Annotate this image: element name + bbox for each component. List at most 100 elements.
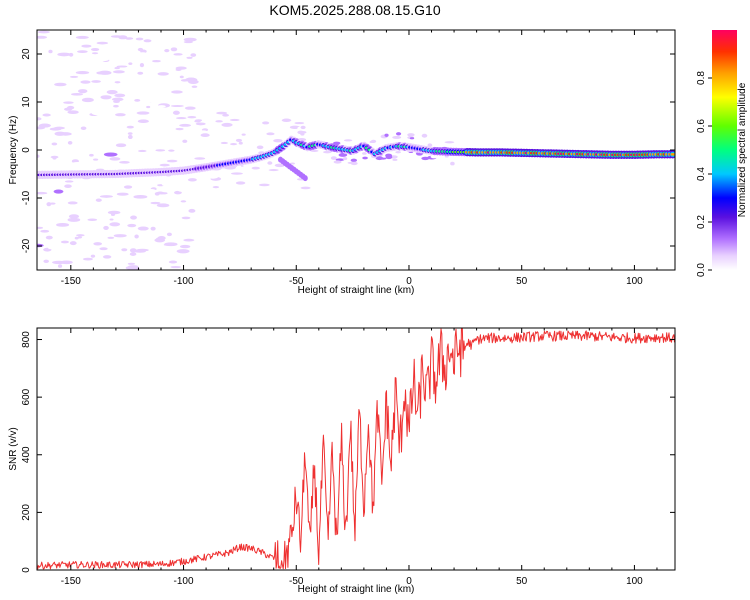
spectrogram-noise-cell (179, 244, 191, 249)
spectrogram-noise-cell (97, 67, 111, 70)
spectrogram-noise-cell (143, 39, 152, 43)
spectrogram-noise-cell (281, 118, 292, 123)
spectrogram-noise-cell (362, 156, 368, 160)
spectrogram-noise-cell (182, 139, 188, 143)
spectrogram-noise-cell (266, 132, 275, 136)
spectrogram-noise-cell (161, 183, 172, 186)
spectrogram-noise-cell (90, 254, 96, 258)
spectrogram-noise-cell (134, 250, 147, 253)
spectrogram-noise-cell (194, 120, 201, 123)
spectrogram-noise-cell (392, 135, 402, 139)
spectrogram-noise-cell (430, 155, 438, 159)
spectrogram-noise-cell (95, 198, 102, 202)
spectrogram-noise-cell (37, 191, 48, 195)
spectrogram-noise-cell (241, 133, 246, 136)
spectrogram-noise-cell (229, 143, 238, 146)
spectrogram-noise-cell (47, 246, 61, 250)
spectrogram-noise-cell (107, 236, 115, 239)
spectrogram-noise-cell (40, 229, 50, 233)
spectrogram-noise-cell (64, 34, 76, 39)
spectrogram-noise-cell (69, 75, 79, 78)
snr-y-tick-label: 0 (21, 567, 32, 573)
spectrogram-noise-cell (91, 111, 103, 116)
spectrogram-noise-cell (176, 249, 190, 254)
spectrogram-noise-cell (146, 105, 151, 109)
spectrogram-noise-cell (191, 85, 198, 88)
snr-y-tick-label: 600 (21, 388, 32, 405)
spectrogram-noise-cell (173, 53, 183, 56)
spectrogram-noise-cell (221, 122, 233, 127)
spectrogram-noise-cell (188, 208, 196, 213)
spectrogram-noise-cell (235, 181, 246, 185)
spectrogram-noise-cell (427, 143, 433, 147)
spectrogram-noise-cell (183, 40, 194, 44)
spectrogram-noise-cell (385, 155, 393, 160)
spectrogram-noise-cell (155, 140, 168, 143)
spectrogram-noise-cell (100, 95, 112, 100)
spectrogram-noise-cell (238, 141, 243, 145)
spectrogram-noise-cell (127, 262, 136, 265)
colorbar-tick-label: 0.2 (696, 215, 707, 229)
snr-y-axis: 0 200 400 600 800 (21, 331, 675, 573)
spectrogram-noise-cell (37, 226, 44, 229)
spectrogram-noise-cell (37, 117, 42, 121)
spectrogram-noise-cell (179, 123, 192, 127)
spectrogram-noise-cell (127, 134, 133, 140)
spectrogram-noise-cell (78, 89, 88, 94)
spectrogram-noise-cell (109, 157, 121, 161)
spectrogram-noise-cell (335, 158, 345, 161)
snr-frame (36, 327, 676, 571)
spectrogram-noise-cell (93, 158, 99, 161)
spectrogram-noise-cell (113, 234, 127, 238)
spectrogram-noise-cell (37, 35, 48, 39)
spectrogram-noise-cell (164, 242, 178, 247)
spectrogram-noise-cell (54, 131, 66, 136)
spectrogram-noise-cell (175, 68, 182, 72)
spectrogram-noise-cell (174, 190, 182, 195)
spectrogram-noise-cell (137, 226, 149, 231)
spectrogram-noise-cell (362, 152, 367, 155)
spectrogram-noise-cell (150, 226, 156, 231)
spectrogram-noise-cell (68, 214, 80, 219)
spectrogram-noise-cell (170, 47, 178, 52)
spectrogram-noise-cell (183, 238, 195, 242)
spectrogram-noise-cell (87, 218, 98, 221)
spectrogram-noise-cell (180, 34, 190, 38)
snr-x-label: Height of straight line (km) (298, 584, 415, 595)
colorbar-tick-label: 0.6 (696, 119, 707, 133)
spectrogram-noise-cell (75, 71, 90, 75)
spectrogram-noise-cell (290, 162, 295, 165)
spectrogram-noise-cell (56, 222, 70, 227)
spectrogram-noise-cell (121, 248, 128, 252)
spectrogram-noise-cell (127, 223, 137, 228)
spectrogram-noise-cell (52, 260, 66, 265)
spectrogram-noise-cell (37, 154, 40, 158)
spectrogram-noise-cell (114, 67, 120, 70)
spectrogram-noise-cell (168, 149, 175, 152)
snr-x-tick-label: -150 (61, 576, 81, 587)
spectrogram-noise-cell (170, 105, 184, 108)
spectrogram-noise-cell (129, 252, 137, 256)
spectrogram-noise-cell (52, 156, 57, 160)
spectrogram-noise-cell (48, 49, 53, 54)
spectrogram-noise-cell (409, 137, 415, 140)
spectrogram-noise-cell (69, 241, 77, 246)
spectrogram-x-label: Height of straight line (km) (298, 285, 415, 296)
spectrogram-noise-cell (384, 133, 389, 137)
spectrogram-noise-cell (81, 97, 94, 103)
spectrogram-noise-cell (174, 154, 183, 158)
snr-background (37, 328, 675, 570)
snr-y-label: SNR (v/v) (8, 427, 19, 470)
spectrogram-noise-cell (395, 132, 402, 136)
spectrogram-noise-cell (43, 252, 49, 256)
spectrogram-y-tick-label: 20 (21, 48, 32, 60)
spectrogram-noise-cell (137, 52, 148, 57)
spectrogram-noise-cell (444, 141, 455, 144)
spectrogram-noise-cell (212, 186, 220, 189)
spectrogram-noise-cell (170, 265, 182, 269)
spectrogram-noise-cell (171, 90, 183, 94)
spectrogram-y-tick-label: -20 (21, 238, 32, 253)
spectrogram-noise-cell (238, 167, 246, 172)
spectrogram-noise-cell (300, 186, 311, 190)
